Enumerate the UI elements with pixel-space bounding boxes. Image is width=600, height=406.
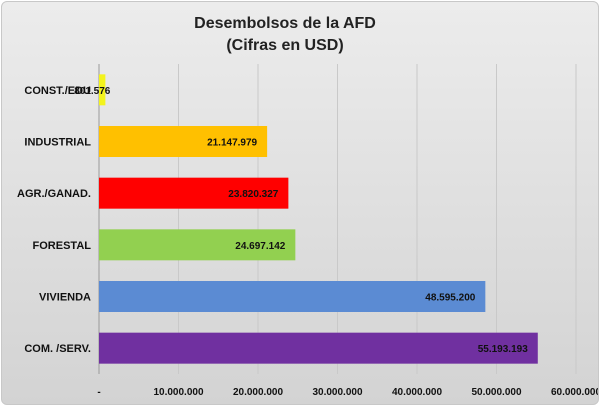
data-label: 23.820.327	[228, 189, 278, 200]
x-tick-label: -	[97, 387, 100, 398]
category-label: AGR./GANAD.	[17, 188, 91, 200]
category-label: FORESTAL	[33, 240, 92, 252]
chart-title: Desembolsos de la AFD	[194, 15, 376, 32]
value-labels: 801.576 21.147.979 23.820.327 24.697.142 48.…	[74, 86, 528, 355]
bar-vivienda	[99, 281, 486, 312]
bar-com-serv	[99, 332, 538, 364]
x-tick-label: 60.000.000	[551, 387, 598, 398]
data-label: 24.697.142	[235, 241, 285, 252]
category-label: CONST./EDU	[24, 85, 91, 97]
x-tick-label: 30.000.000	[312, 387, 362, 398]
category-label: COM. /SERV.	[24, 343, 91, 355]
x-tick-label: 50.000.000	[471, 387, 521, 398]
x-tick-label: 10.000.000	[153, 387, 203, 398]
category-labels: CONST./EDU INDUSTRIAL AGR./GANAD. FORESTAL V…	[17, 85, 91, 355]
bar-const-edu	[99, 74, 106, 106]
data-label: 21.147.979	[207, 138, 257, 149]
bar-industrial	[99, 126, 268, 157]
x-tick-label: 40.000.000	[392, 387, 442, 398]
gridlines	[98, 64, 577, 374]
chart-subtitle: (Cifras en USD)	[226, 37, 343, 54]
bar-agr-ganad	[99, 177, 289, 209]
data-label: 55.193.193	[478, 344, 528, 355]
x-tick-label: 20.000.000	[233, 387, 283, 398]
data-label: 48.595.200	[425, 293, 475, 304]
bars	[99, 74, 538, 364]
x-tick-labels: - 10.000.000 20.000.000 30.000.000 40.000.00…	[97, 387, 598, 398]
bar-forestal	[99, 229, 296, 261]
category-label: VIVIENDA	[39, 292, 91, 304]
category-label: INDUSTRIAL	[24, 137, 91, 149]
data-label: 801.576	[74, 86, 111, 97]
